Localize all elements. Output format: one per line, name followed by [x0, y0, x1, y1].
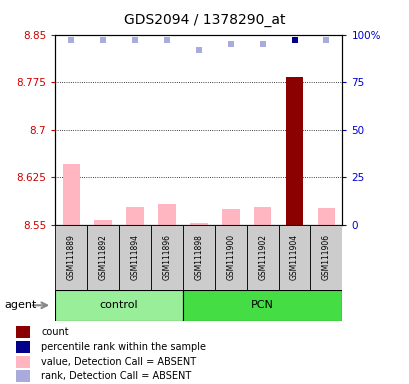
- Bar: [119, 225, 151, 290]
- Bar: [278, 225, 310, 290]
- Bar: [151, 225, 182, 290]
- Bar: [55, 290, 182, 321]
- Bar: [16, 370, 29, 382]
- Bar: [55, 225, 87, 290]
- Bar: [221, 209, 239, 225]
- Text: GSM111898: GSM111898: [194, 234, 203, 280]
- Bar: [87, 225, 119, 290]
- Bar: [214, 225, 246, 290]
- Text: percentile rank within the sample: percentile rank within the sample: [41, 342, 206, 352]
- Bar: [158, 204, 175, 225]
- Text: GDS2094 / 1378290_at: GDS2094 / 1378290_at: [124, 13, 285, 27]
- Text: GSM111892: GSM111892: [99, 234, 108, 280]
- Bar: [310, 225, 342, 290]
- Text: GSM111904: GSM111904: [289, 234, 298, 280]
- Text: PCN: PCN: [251, 300, 273, 310]
- Text: GSM111900: GSM111900: [226, 234, 235, 280]
- Bar: [16, 326, 29, 338]
- Bar: [285, 77, 303, 225]
- Text: agent: agent: [4, 300, 36, 310]
- Text: rank, Detection Call = ABSENT: rank, Detection Call = ABSENT: [41, 371, 191, 381]
- Bar: [246, 225, 278, 290]
- Bar: [62, 164, 80, 225]
- Bar: [317, 207, 335, 225]
- Text: GSM111894: GSM111894: [130, 234, 139, 280]
- Bar: [190, 223, 207, 225]
- Bar: [126, 207, 144, 225]
- Bar: [182, 225, 214, 290]
- Bar: [16, 341, 29, 353]
- Text: count: count: [41, 327, 69, 337]
- Text: GSM111896: GSM111896: [162, 234, 171, 280]
- Bar: [182, 290, 342, 321]
- Text: GSM111906: GSM111906: [321, 234, 330, 280]
- Text: GSM111902: GSM111902: [258, 234, 267, 280]
- Bar: [16, 356, 29, 368]
- Bar: [253, 207, 271, 225]
- Text: control: control: [99, 300, 138, 310]
- Text: GSM111889: GSM111889: [67, 234, 76, 280]
- Bar: [94, 220, 112, 225]
- Text: value, Detection Call = ABSENT: value, Detection Call = ABSENT: [41, 357, 196, 367]
